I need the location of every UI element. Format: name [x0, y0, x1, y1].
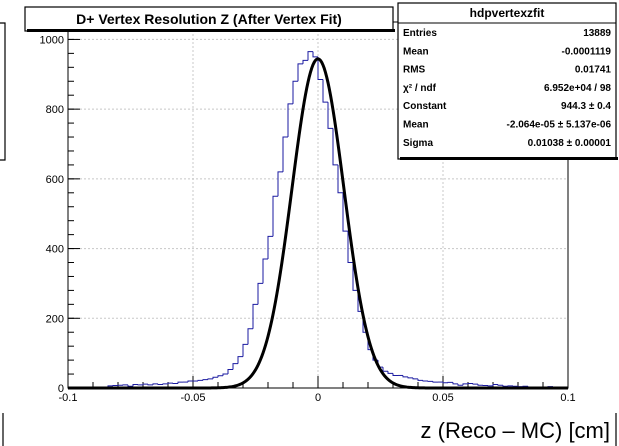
x-tick-label: -0.05: [180, 392, 205, 404]
histogram-bin: [452, 382, 458, 385]
stats-label: Sigma: [403, 138, 433, 149]
stats-value: 13889: [583, 28, 611, 39]
histogram-bin: [197, 379, 203, 382]
x-tick-label: 0: [315, 392, 321, 404]
chart-title: D+ Vertex Resolution Z (After Vertex Fit…: [76, 11, 342, 27]
histogram-bin: [407, 376, 413, 379]
stats-label: Constant: [403, 101, 447, 112]
histogram-bin: [132, 384, 138, 387]
histogram-bin: [127, 384, 133, 387]
histogram-bin: [497, 384, 503, 386]
histogram-bin: [412, 377, 418, 380]
histogram-bin: [142, 383, 148, 385]
stats-label: Mean: [403, 46, 429, 57]
histogram-bin: [432, 381, 438, 383]
histogram-bin: [257, 282, 263, 305]
title-box: [24, 6, 394, 32]
histogram-bin: [287, 103, 293, 138]
stats-value: -2.064e-05 ± 5.137e-06: [507, 120, 612, 131]
y-tick-label: 800: [46, 104, 64, 116]
histogram-bin: [157, 383, 163, 386]
histogram-bin: [322, 79, 328, 103]
x-tick-label: -0.1: [59, 392, 78, 404]
histogram-bin: [232, 363, 238, 370]
histogram-bin: [327, 102, 333, 129]
histogram-bin: [417, 378, 423, 381]
histogram-bin: [242, 343, 248, 357]
gaussian-fit-series: [68, 57, 568, 390]
y-tick-label: 200: [46, 313, 64, 325]
histogram-bin: [457, 383, 463, 386]
histogram-bin: [262, 258, 268, 284]
x-tick-label: 0.05: [432, 392, 453, 404]
histogram-bin: [402, 375, 408, 378]
histogram-bin: [442, 382, 448, 384]
histogram-bin: [332, 128, 338, 166]
histogram-bin: [337, 164, 343, 194]
histogram-bin: [222, 373, 228, 376]
histogram-bin: [227, 369, 233, 375]
histogram-bin: [312, 51, 318, 58]
histogram-bin: [247, 328, 253, 345]
histogram-bin: [317, 56, 323, 81]
x-axis-label: z (Reco – MC) [cm]: [421, 418, 610, 443]
histogram-bin: [477, 384, 483, 386]
histogram-bin: [422, 380, 428, 382]
histogram-bin: [202, 379, 208, 381]
histogram-bin: [462, 383, 468, 386]
stats-label: Entries: [403, 28, 437, 39]
stats-box: hdpvertexzfit Entries 13889 Mean -0.0001119…: [397, 2, 618, 160]
histogram-bin: [492, 384, 498, 386]
stats-label: Mean: [403, 120, 429, 131]
stats-value: 0.01038 ± 0.00001: [528, 138, 612, 149]
histogram-bin: [147, 384, 153, 386]
histogram-bin: [297, 63, 303, 82]
stats-value: -0.0001119: [562, 46, 612, 57]
histogram-bin: [162, 383, 168, 385]
y-tick-label: 600: [46, 174, 64, 186]
y-tick-label: 0: [58, 383, 64, 395]
histogram-bin: [167, 382, 173, 384]
histogram-bin: [152, 383, 158, 385]
histogram-bin: [217, 375, 223, 378]
histogram-bin: [282, 136, 288, 172]
histogram-bin: [272, 195, 278, 237]
fit-curve: [68, 57, 568, 390]
stats-box-name: hdpvertexzfit: [470, 6, 545, 20]
stats-box-frame: [397, 2, 617, 160]
stats-label: RMS: [403, 65, 426, 76]
stats-box-shadow: [400, 157, 618, 160]
title-box-shadow: [27, 29, 395, 32]
left-cropped-frame: [0, 22, 6, 161]
histogram-bin: [212, 376, 218, 379]
histogram-bin: [187, 380, 193, 383]
histogram-bin: [207, 378, 213, 380]
histogram-bin: [307, 51, 313, 61]
x-tick-label: 0.1: [560, 392, 575, 404]
histogram-bin: [277, 171, 283, 197]
y-tick-label: 1000: [40, 34, 64, 46]
histogram-bin: [292, 80, 298, 104]
stats-value: 0.01741: [575, 65, 612, 76]
y-tick-label: 400: [46, 244, 64, 256]
histogram-bin: [347, 231, 353, 264]
histogram-bin: [342, 192, 348, 232]
histogram-bin: [177, 381, 183, 384]
y-axis: 0 200 400 600 800 1000: [40, 24, 80, 395]
histogram-bin: [472, 383, 478, 385]
histogram-bin: [252, 303, 258, 329]
histogram-bin: [502, 385, 508, 387]
histogram-bin: [392, 373, 398, 376]
stats-value: 944.3 ± 0.4: [561, 101, 611, 112]
histogram-bin: [352, 262, 358, 291]
stats-value: 6.952e+04 / 98: [544, 83, 611, 94]
histogram-bin: [267, 235, 273, 260]
stats-label: χ² / ndf: [403, 83, 437, 94]
histogram-bin: [237, 356, 243, 364]
histogram-bin: [387, 371, 393, 374]
histogram-bin: [302, 59, 308, 64]
